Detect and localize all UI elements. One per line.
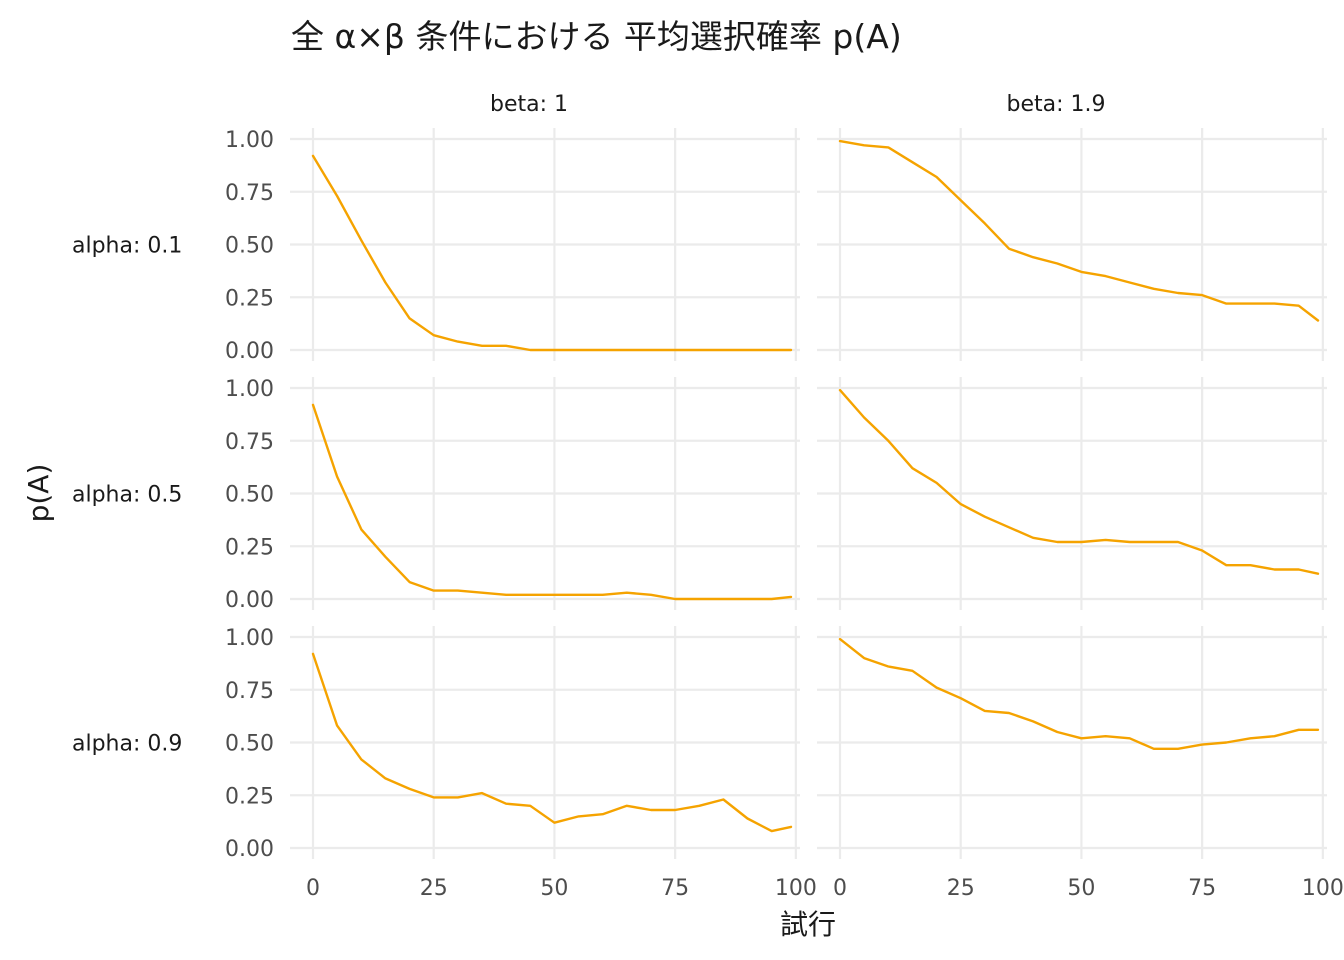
x-tick-label: 25 <box>420 876 448 901</box>
y-tick-label: 0.75 <box>225 181 274 206</box>
x-tick-label: 100 <box>1302 876 1344 901</box>
facet-row-label-alpha-0-9: alpha: 0.9 <box>72 732 182 757</box>
panel-grid-r2-c0 <box>290 626 800 859</box>
x-axis-title: 試行 <box>780 908 836 941</box>
y-axis-title: p(A) <box>22 464 55 523</box>
series-line-alpha-0-1-beta-1 <box>311 154 793 352</box>
facet-row-label-alpha-0-5: alpha: 0.5 <box>72 483 182 508</box>
facet-panels: beta: 1 beta: 1.9 alpha: 0.1 alpha: 0.5 alph… <box>72 92 1344 901</box>
y-tick-label: 0.75 <box>225 430 274 455</box>
y-tick-label: 0.00 <box>225 588 274 613</box>
y-tick-label: 0.75 <box>225 679 274 704</box>
facet-column-label-beta-1-9: beta: 1.9 <box>1007 92 1106 117</box>
panel-grid-r0-c1 <box>817 128 1327 361</box>
series-line-alpha-0-9-beta-1-9 <box>838 637 1320 750</box>
chart-title: 全 α×β 条件における 平均選択確率 p(A) <box>291 17 902 56</box>
panel-grid-r0-c0 <box>290 128 800 361</box>
panel-grid-r1-c0 <box>290 377 800 610</box>
series-line-alpha-0-9-beta-1 <box>311 652 793 833</box>
y-tick-label: 1.00 <box>225 626 274 651</box>
y-tick-label: 0.25 <box>225 784 274 809</box>
y-tick-label: 1.00 <box>225 377 274 402</box>
series-line-alpha-0-5-beta-1-9 <box>838 388 1320 575</box>
y-tick-label: 0.50 <box>225 483 274 508</box>
y-tick-label: 0.25 <box>225 535 274 560</box>
facet-column-label-beta-1: beta: 1 <box>490 92 568 117</box>
x-tick-label: 100 <box>775 876 817 901</box>
y-tick-label: 0.25 <box>225 286 274 311</box>
x-tick-label: 50 <box>540 876 568 901</box>
x-tick-label: 25 <box>947 876 975 901</box>
x-tick-label: 0 <box>833 876 847 901</box>
series-line-alpha-0-5-beta-1 <box>311 403 793 601</box>
facet-row-label-alpha-0-1: alpha: 0.1 <box>72 234 182 259</box>
y-tick-label: 0.00 <box>225 837 274 862</box>
x-tick-label: 0 <box>306 876 320 901</box>
x-tick-label: 75 <box>1188 876 1216 901</box>
y-tick-label: 1.00 <box>225 128 274 153</box>
x-tick-label: 75 <box>661 876 689 901</box>
y-tick-label: 0.50 <box>225 732 274 757</box>
x-tick-label: 50 <box>1067 876 1095 901</box>
panel-grid-r2-c1 <box>817 626 1327 859</box>
panel-grid-r1-c1 <box>817 377 1327 610</box>
y-tick-label: 0.00 <box>225 339 274 364</box>
series-line-alpha-0-1-beta-1-9 <box>838 139 1320 322</box>
y-tick-label: 0.50 <box>225 234 274 259</box>
